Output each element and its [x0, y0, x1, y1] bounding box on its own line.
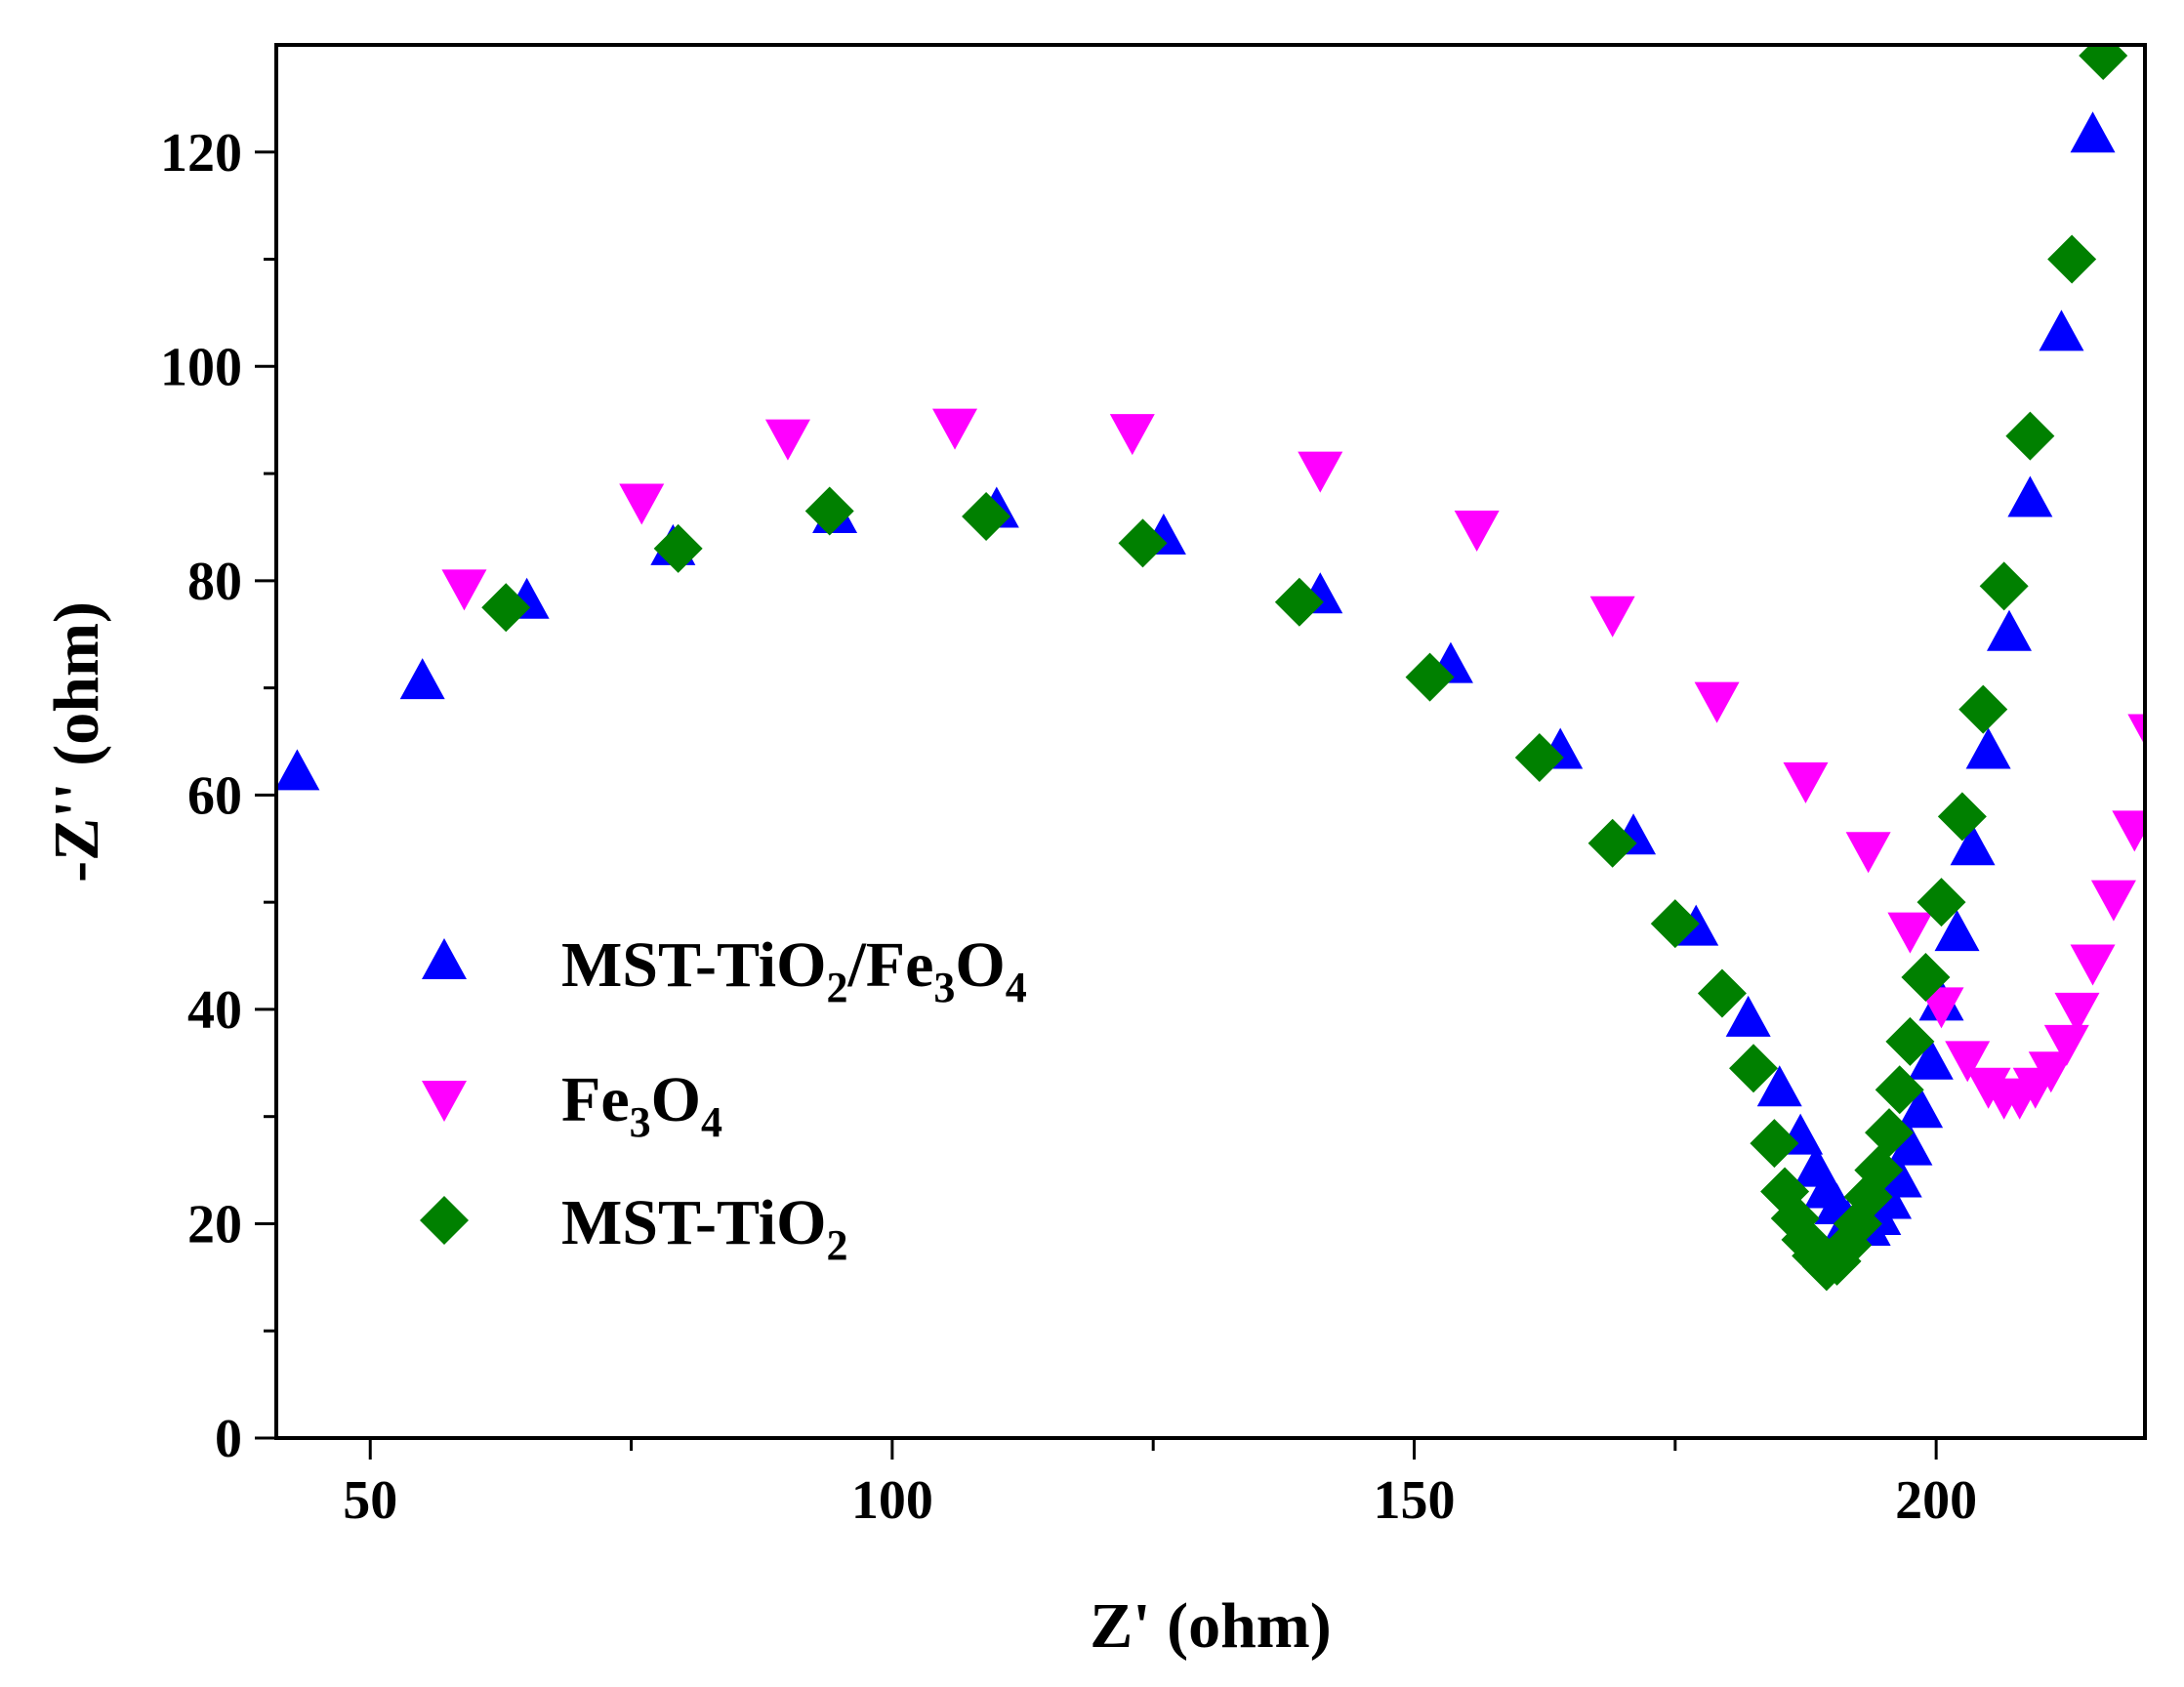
y-tick-label: 20 — [187, 1194, 242, 1255]
legend-label: MST-TiO2 — [561, 1187, 847, 1269]
series-1 — [441, 408, 2145, 1120]
data-point — [1109, 414, 1155, 456]
data-point — [1845, 832, 1891, 874]
legend-label: Fe3O4 — [561, 1064, 722, 1146]
data-point — [1950, 824, 1996, 866]
x-axis-title: Z' (ohm) — [1090, 1590, 1332, 1662]
x-tick-label: 150 — [1374, 1470, 1456, 1531]
data-point — [1118, 518, 1168, 568]
data-point — [653, 523, 703, 573]
data-point — [2043, 1024, 2089, 1066]
legend-marker — [420, 1196, 469, 1245]
data-point — [1979, 561, 2029, 611]
data-point — [2127, 714, 2145, 746]
data-point — [1729, 1044, 1779, 1093]
y-tick-label: 60 — [187, 765, 242, 826]
data-point — [764, 419, 810, 461]
y-tick-label: 0 — [215, 1409, 242, 1469]
data-point — [1650, 899, 1700, 949]
data-point — [441, 569, 487, 611]
data-point — [1876, 1156, 1922, 1198]
data-point — [2070, 944, 2116, 986]
data-point — [2039, 309, 2084, 351]
data-point — [1589, 596, 1635, 638]
data-point — [2079, 45, 2128, 80]
data-point — [2054, 992, 2100, 1034]
data-point — [1274, 577, 1324, 627]
data-point — [1854, 1145, 1904, 1195]
y-tick-label: 40 — [187, 980, 242, 1041]
data-point — [1937, 792, 1987, 842]
data-point — [1965, 727, 2011, 769]
legend-marker — [422, 1081, 467, 1122]
data-point — [399, 658, 445, 700]
data-point — [1958, 684, 2008, 734]
data-point — [2090, 880, 2136, 922]
x-tick-label: 50 — [343, 1470, 397, 1531]
data-point — [1916, 878, 1966, 927]
data-point — [1898, 1087, 1944, 1129]
axis-ticks — [255, 150, 1938, 1460]
x-tick-label: 100 — [851, 1470, 933, 1531]
data-point — [1885, 1016, 1935, 1066]
data-point — [1454, 510, 1500, 552]
data-point — [2047, 234, 2097, 284]
data-point — [1587, 818, 1637, 868]
data-point — [1934, 910, 1980, 952]
plot-frame — [274, 43, 2147, 1440]
data-point — [1697, 968, 1747, 1018]
data-point — [1945, 1041, 1991, 1083]
data-point — [1901, 952, 1951, 1002]
data-point — [932, 408, 978, 450]
data-point — [1514, 732, 1564, 782]
tick-labels: 50 100 150 200 0 20 40 60 80 100 120 — [160, 123, 1977, 1531]
y-axis-title: -Z'' (ohm) — [41, 601, 112, 883]
data-point — [962, 491, 1011, 541]
data-point — [2028, 1051, 2074, 1093]
data-point — [1298, 451, 1343, 493]
legend: MST-TiO2/Fe3O4 Fe3O4 MST-TiO2 — [420, 929, 1027, 1269]
data-point — [1756, 1065, 1802, 1107]
data-point — [481, 583, 531, 633]
series-2 — [481, 45, 2128, 1292]
legend-label: MST-TiO2/Fe3O4 — [561, 929, 1027, 1011]
y-tick-label: 80 — [187, 552, 242, 612]
y-tick-label: 120 — [160, 123, 242, 184]
x-tick-label: 200 — [1895, 1470, 1977, 1531]
data-point — [804, 486, 854, 536]
data-point — [2112, 810, 2145, 852]
data-points — [276, 45, 2145, 1292]
data-point — [1986, 609, 2032, 651]
data-point — [1725, 995, 1771, 1037]
y-tick-label: 100 — [160, 337, 242, 397]
data-point — [1908, 1038, 1954, 1080]
data-point — [1783, 761, 1829, 803]
data-point — [1918, 987, 1964, 1029]
data-point — [1887, 1124, 1933, 1166]
legend-marker — [422, 938, 467, 979]
data-point — [1865, 1108, 1915, 1158]
data-point — [2007, 475, 2053, 517]
data-point — [1694, 681, 1740, 723]
data-point — [1887, 912, 1933, 954]
data-point — [619, 483, 665, 525]
data-point — [276, 749, 320, 791]
data-point — [1750, 1119, 1799, 1169]
data-point — [2070, 111, 2116, 153]
data-point — [1405, 652, 1455, 702]
data-point — [1875, 1065, 1924, 1115]
data-point — [2005, 411, 2055, 461]
